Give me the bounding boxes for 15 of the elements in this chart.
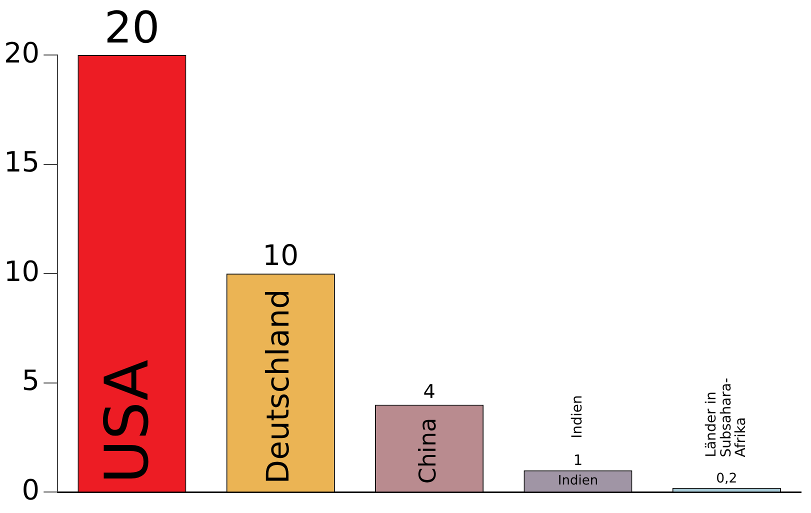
x-tick-label: USA — [92, 360, 163, 484]
x-tick-label: Indien — [558, 473, 598, 488]
y-tick-label: 0 — [22, 473, 40, 506]
data-label: 0,2 — [716, 472, 738, 487]
data-label: 20 — [104, 4, 160, 54]
x-tick-label: Deutschland — [260, 289, 297, 484]
y-tick-label: 15 — [4, 146, 40, 179]
data-label: 1 — [573, 452, 583, 469]
x-tick-label: Länder in Subsahara-Afrika — [704, 378, 750, 458]
y-tick-label: 20 — [4, 36, 40, 70]
y-tick-label: 5 — [22, 364, 40, 398]
x-tick-label: China — [415, 418, 442, 484]
data-label: 10 — [262, 238, 299, 272]
y-tick-label: 10 — [4, 254, 40, 288]
data-label: 4 — [423, 381, 436, 404]
